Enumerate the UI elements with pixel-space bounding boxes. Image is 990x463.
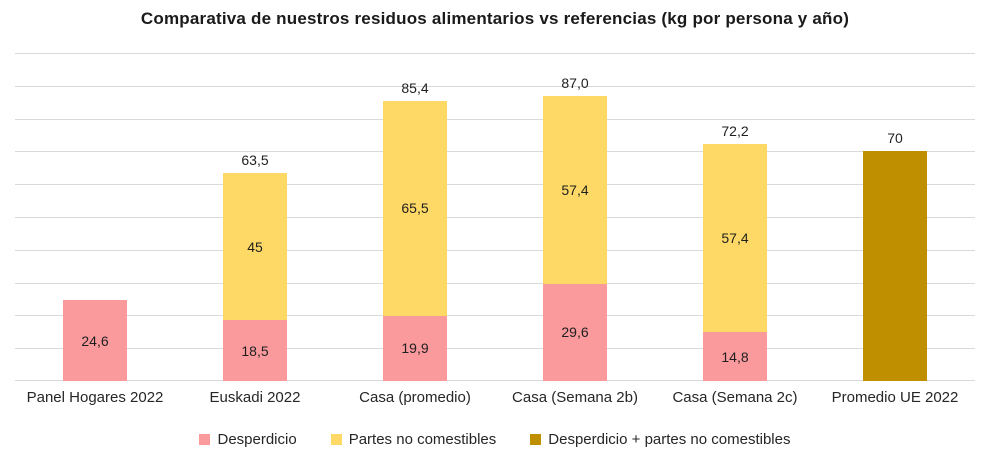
legend-swatch-icon — [330, 434, 342, 445]
x-axis-category-label: Euskadi 2022 — [209, 389, 301, 406]
data-label: 45 — [247, 238, 263, 255]
bar-total-label: 72,2 — [721, 123, 749, 140]
gridline — [15, 118, 975, 120]
gridline — [15, 85, 975, 87]
bar-segment[interactable]: 45 — [223, 172, 287, 321]
bar-segment[interactable] — [863, 151, 927, 381]
data-label: 29,6 — [561, 324, 589, 341]
bar-total-label: 70 — [887, 130, 903, 147]
gridline — [15, 282, 975, 284]
x-axis-category-label: Casa (promedio) — [359, 389, 471, 406]
legend-swatch-icon — [199, 434, 211, 445]
data-label: 19,9 — [401, 340, 429, 357]
x-axis-labels: Panel Hogares 2022 Euskadi 2022 Casa (prom… — [15, 389, 975, 411]
bar-segment[interactable]: 65,5 — [383, 100, 447, 316]
gridline — [15, 249, 975, 251]
data-label: 57,4 — [721, 230, 749, 247]
legend-item[interactable]: Desperdicio — [199, 431, 297, 448]
gridline — [15, 151, 975, 153]
plot-area: 24,6 18,5 45 63,5 19,9 65,5 85,4 29,6 57,4 87,0 14… — [15, 53, 975, 381]
legend-label: Desperdicio — [217, 431, 297, 448]
legend-label: Desperdicio + partes no comestibles — [548, 431, 791, 448]
gridline — [15, 315, 975, 317]
data-label: 14,8 — [721, 348, 749, 365]
bar-segment[interactable]: 57,4 — [703, 144, 767, 333]
legend-item[interactable]: Partes no comestibles — [330, 431, 497, 448]
x-axis-category-label: Casa (Semana 2b) — [512, 389, 638, 406]
gridline — [15, 217, 975, 218]
data-label: 65,5 — [401, 200, 429, 217]
bar-segment[interactable]: 19,9 — [383, 315, 447, 381]
bar-segment[interactable]: 18,5 — [223, 320, 287, 381]
legend-swatch-icon — [530, 434, 542, 445]
legend: Desperdicio Partes no comestibles Desperdi… — [0, 431, 990, 448]
bar-segment[interactable]: 24,6 — [63, 300, 127, 381]
data-label: 18,5 — [241, 342, 269, 359]
bar-total-label: 63,5 — [241, 151, 269, 168]
x-axis-category-label: Panel Hogares 2022 — [26, 389, 164, 406]
gridline — [15, 380, 975, 381]
x-axis-category-label: Promedio UE 2022 — [831, 389, 959, 406]
bar-segment[interactable]: 57,4 — [543, 95, 607, 284]
bar-segment[interactable]: 29,6 — [543, 283, 607, 381]
data-label: 24,6 — [81, 332, 109, 349]
gridline — [15, 53, 975, 54]
data-label: 57,4 — [561, 181, 589, 198]
gridline — [15, 348, 975, 350]
chart-title: Comparativa de nuestros residuos aliment… — [140, 9, 850, 28]
bar-total-label: 87,0 — [561, 74, 589, 91]
x-axis-category-label: Casa (Semana 2c) — [672, 389, 798, 406]
bar-total-label: 85,4 — [401, 79, 429, 96]
bar-segment[interactable]: 14,8 — [703, 332, 767, 381]
legend-label: Partes no comestibles — [348, 431, 497, 448]
legend-item[interactable]: Desperdicio + partes no comestibles — [530, 431, 791, 448]
gridline — [15, 184, 975, 186]
